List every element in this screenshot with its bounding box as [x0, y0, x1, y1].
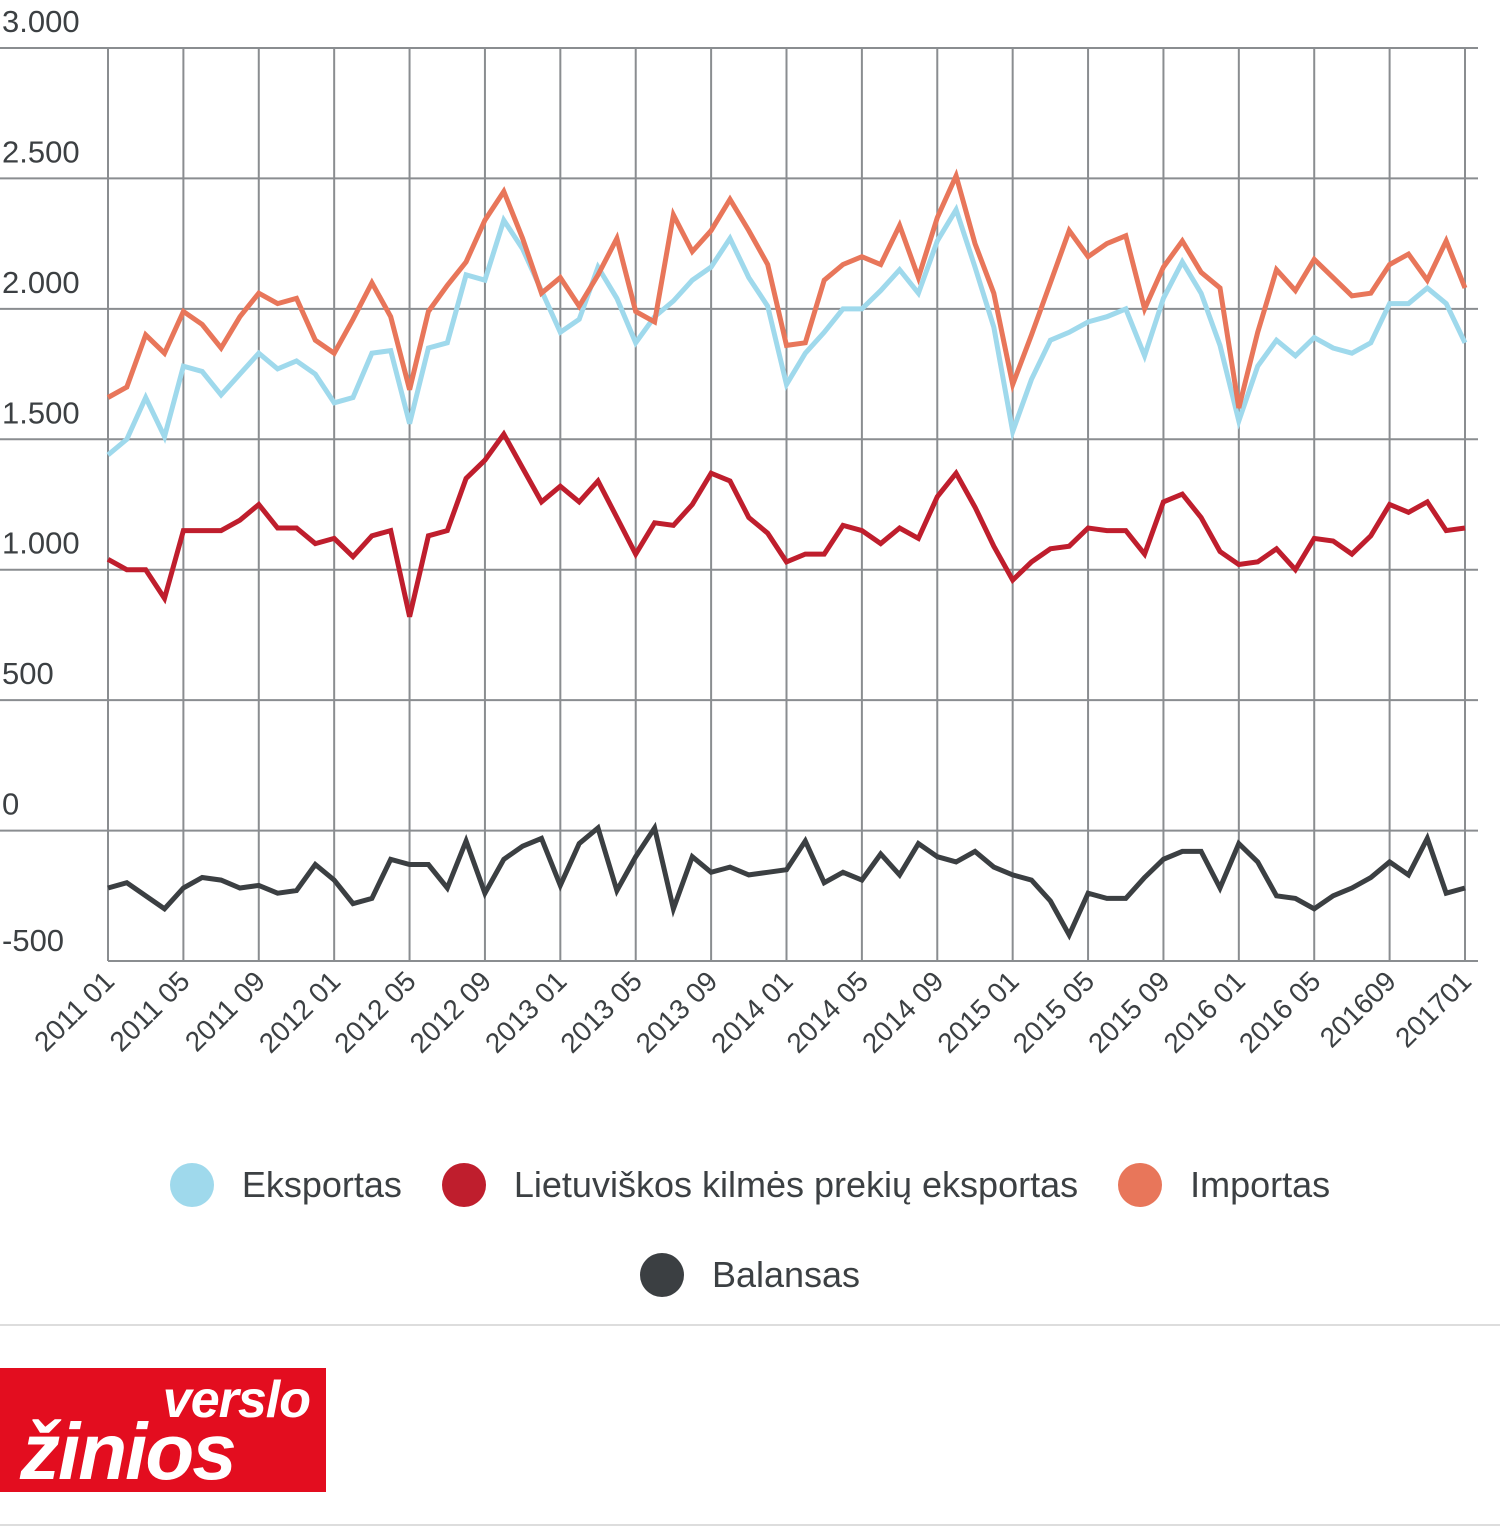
y-tick-label: 500	[2, 656, 54, 691]
legend-swatch-eksportas	[169, 1163, 214, 1207]
verslo-zinios-logo: verslo žinios	[0, 1368, 326, 1492]
x-tick-label: 2014 09	[856, 965, 949, 1058]
legend-label-importas: Importas	[1190, 1164, 1331, 1205]
legend-item-eksportas[interactable]: Eksportas	[169, 1163, 402, 1207]
legend-swatch-balansas	[639, 1253, 684, 1297]
x-tick-label: 2012 01	[253, 965, 346, 1058]
divider	[0, 1524, 1500, 1526]
y-tick-label: 1.500	[2, 395, 80, 430]
x-tick-label: 2014 05	[781, 965, 874, 1058]
legend-label-eksportas: Eksportas	[241, 1164, 402, 1205]
legend-row: Eksportas Lietuviškos kilmės prekių eksp…	[0, 1140, 1500, 1230]
series-line-4[interactable]	[107, 821, 1466, 941]
x-tick-label: 2013 05	[554, 965, 647, 1058]
legend: Eksportas Lietuviškos kilmės prekių eksp…	[0, 1140, 1500, 1320]
x-tick-label: 2011 09	[179, 965, 271, 1057]
x-tick-label: 2012 05	[328, 965, 421, 1058]
x-tick-label: 2013 09	[630, 965, 723, 1058]
x-tick-label: 2011 05	[104, 965, 196, 1057]
y-axis-tick-labels: 3.000 2.500 2.000 1.500 1.000 500 0 -500	[2, 4, 80, 958]
legend-label-lietuviskos-kilmes: Lietuviškos kilmės prekių eksportas	[513, 1164, 1079, 1205]
x-tick-label: 2015 01	[931, 965, 1024, 1058]
y-tick-label: 2.500	[2, 134, 80, 169]
legend-label-balansas: Balansas	[711, 1254, 861, 1295]
divider	[0, 1324, 1500, 1326]
x-tick-label: 2014 01	[705, 965, 798, 1058]
line-chart: 3.000 2.500 2.000 1.500 1.000 500 0 -500 2011 0…	[0, 4, 1478, 1059]
x-tick-label: 2016 05	[1233, 965, 1326, 1058]
series-lines	[106, 168, 1468, 941]
x-tick-label: 2013 01	[479, 965, 572, 1058]
legend-swatch-lietuviskos-kilmes	[441, 1163, 486, 1207]
y-tick-label: 3.000	[2, 4, 80, 39]
y-tick-label: 2.000	[2, 265, 80, 300]
x-tick-label: 2011 01	[28, 965, 120, 1057]
x-tick-label: 2015 05	[1007, 965, 1100, 1058]
series-line-3[interactable]	[106, 168, 1468, 409]
horizontal-gridlines	[0, 47, 1478, 962]
legend-item-lietuviskos-kilmes[interactable]: Lietuviškos kilmės prekių eksportas	[441, 1163, 1079, 1207]
x-tick-label: 201701	[1389, 965, 1477, 1053]
legend-swatch-importas	[1118, 1163, 1163, 1207]
y-tick-label: 1.000	[2, 526, 80, 561]
x-tick-label: 201609	[1314, 965, 1402, 1053]
logo-top-text: verslo	[162, 1371, 311, 1429]
legend-item-balansas[interactable]: Balansas	[639, 1253, 861, 1297]
y-tick-label: -500	[2, 923, 64, 958]
legend-row: Balansas	[0, 1230, 1500, 1320]
y-tick-label: 0	[2, 787, 19, 822]
series-line-1[interactable]	[106, 203, 1468, 457]
series-line-2[interactable]	[106, 429, 1466, 618]
x-tick-label: 2016 01	[1158, 965, 1251, 1058]
x-tick-label: 2012 09	[404, 965, 497, 1058]
x-tick-label: 2015 09	[1082, 965, 1175, 1058]
vertical-gridlines	[107, 48, 1466, 961]
logo-bottom-text: žinios	[20, 1407, 237, 1496]
legend-item-importas[interactable]: Importas	[1118, 1163, 1330, 1207]
